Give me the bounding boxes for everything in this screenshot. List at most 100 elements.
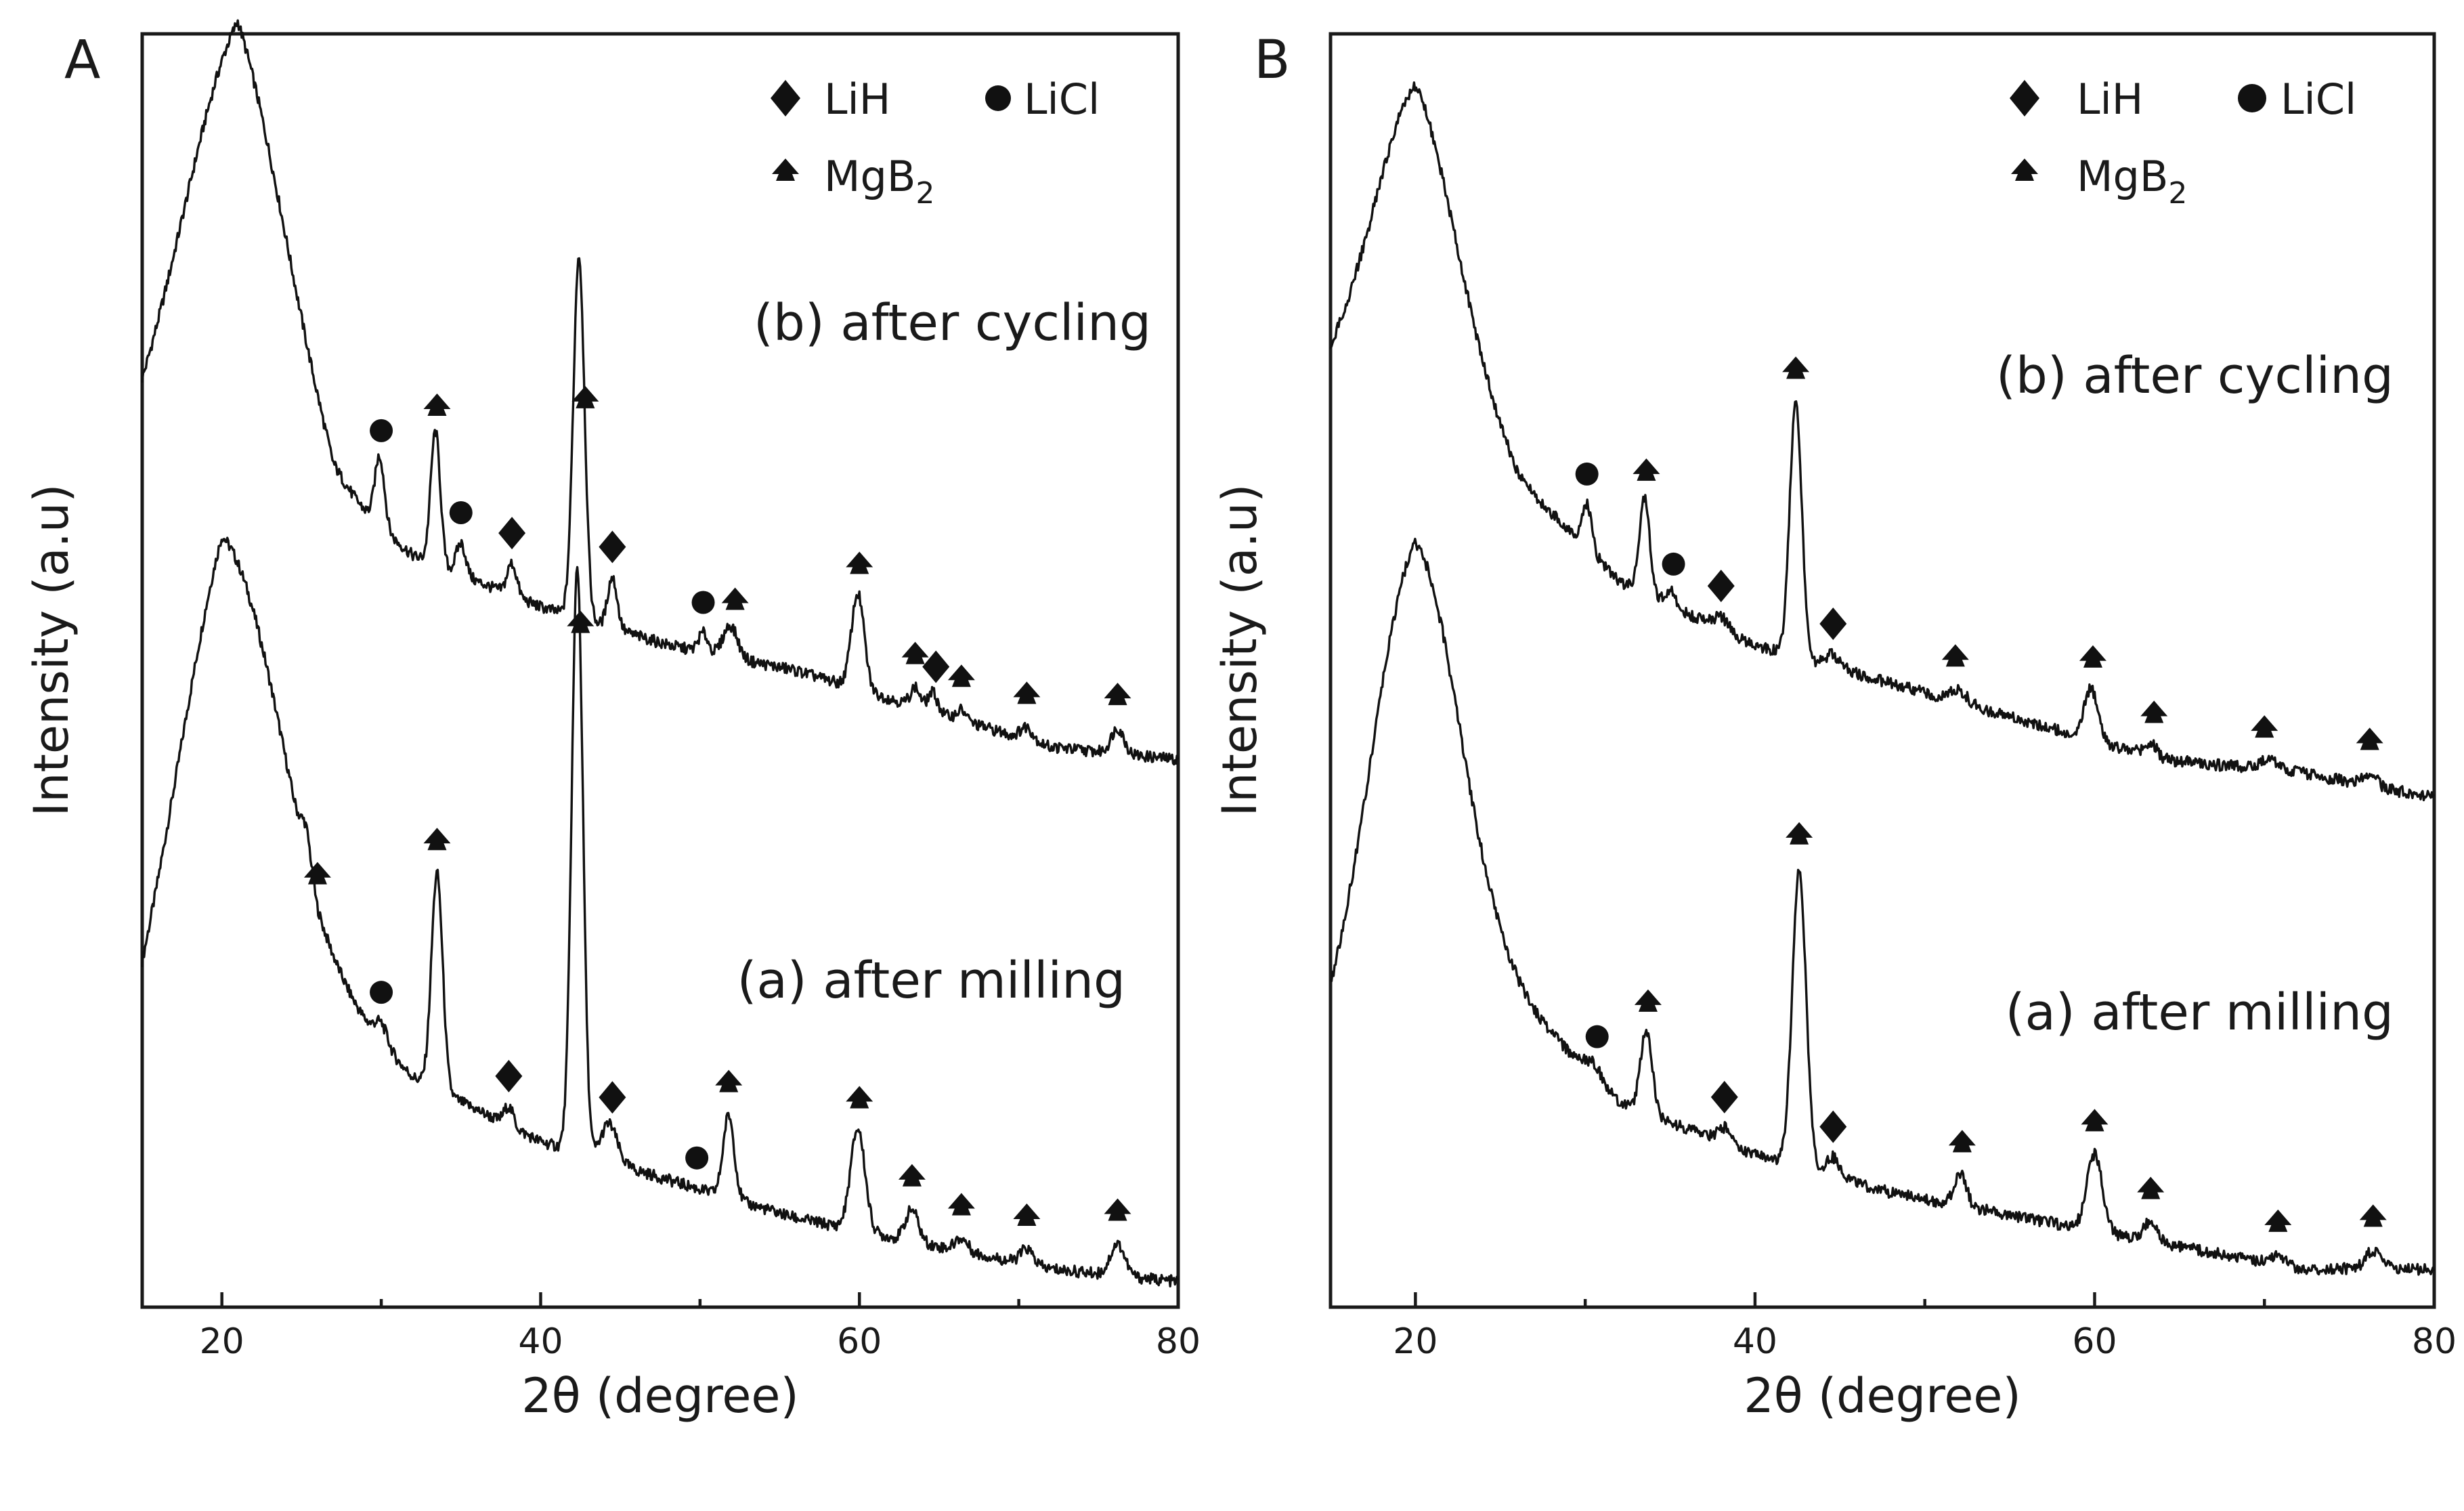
spade-icon <box>303 861 331 885</box>
spade-icon <box>715 1069 743 1092</box>
spade-icon <box>2356 727 2383 750</box>
spade-icon <box>571 385 599 408</box>
circle-icon <box>370 419 393 442</box>
legend-circle-icon <box>985 85 1011 111</box>
spade-icon <box>721 587 749 610</box>
plot-frame <box>140 32 1180 1309</box>
diamond-icon <box>922 650 950 683</box>
legend-spade-icon <box>772 158 799 181</box>
x-ticks: 20 40 60 80 <box>1393 1292 2457 1362</box>
x-tick-label: 80 <box>1156 1321 1201 1362</box>
spade-icon <box>2251 715 2278 738</box>
legend: LiH LiCl MgB2 <box>771 75 1100 211</box>
x-tick-label: 40 <box>1733 1321 1777 1362</box>
x-tick-label: 40 <box>518 1321 563 1362</box>
spade-icon <box>2359 1204 2387 1227</box>
y-axis-title: Intensity (a.u) <box>24 484 79 816</box>
spade-icon <box>1104 683 1131 706</box>
diamond-icon <box>1819 608 1847 641</box>
legend-label-mgb2-sub: 2 <box>915 176 934 211</box>
x-tick-label: 60 <box>2072 1321 2117 1362</box>
spade-icon <box>423 828 451 851</box>
diamond-icon <box>498 517 526 550</box>
x-ticks: 20 40 60 80 <box>200 1292 1201 1362</box>
circle-icon <box>1585 1025 1609 1048</box>
diamond-icon <box>599 530 626 563</box>
panel-letter: A <box>64 30 100 91</box>
series-traces <box>141 19 1180 1287</box>
legend-label-lih: LiH <box>824 75 890 124</box>
curve-label-after-cycling: (b) after cycling <box>754 294 1151 352</box>
circle-icon <box>1575 462 1599 486</box>
series-line-after-milling <box>141 536 1180 1287</box>
spade-icon <box>901 641 929 664</box>
peak-markers <box>303 385 1131 1226</box>
legend-spade-icon <box>2011 158 2038 181</box>
spade-icon <box>423 393 451 417</box>
panel-a: A 20 40 60 80 2θ (degree) Intensity (a.u) L… <box>24 19 1201 1424</box>
series-line-after-cycling <box>141 19 1180 766</box>
plot-frame <box>1328 32 2436 1309</box>
spade-icon <box>846 1086 873 1109</box>
x-axis-title: 2θ (degree) <box>1744 1368 2021 1424</box>
legend-label-mgb2: MgB2 <box>824 152 934 211</box>
legend: LiH LiCl MgB2 <box>2010 75 2356 211</box>
diamond-icon <box>1710 1080 1738 1113</box>
legend-label-mgb2-sub: 2 <box>2168 176 2187 211</box>
spade-icon <box>1013 681 1041 704</box>
spade-icon <box>2081 1109 2109 1132</box>
legend-diamond-icon <box>771 80 800 116</box>
spade-icon <box>1941 644 1969 667</box>
curve-label-after-cycling: (b) after cycling <box>1996 347 2394 405</box>
spade-icon <box>947 1193 975 1216</box>
spade-icon <box>1013 1203 1041 1226</box>
circle-icon <box>449 501 473 524</box>
diamond-icon <box>1707 570 1735 603</box>
panel-b: B 20 40 60 80 2θ (degree) Intensity (a.u) L… <box>1212 30 2457 1424</box>
series-line-after-cycling <box>1329 81 2436 802</box>
circle-icon <box>685 1146 709 1170</box>
spade-icon <box>1104 1198 1131 1221</box>
x-tick-label: 60 <box>837 1321 882 1362</box>
x-tick-label: 20 <box>200 1321 244 1362</box>
spade-icon <box>1786 822 1813 845</box>
peak-markers <box>1575 356 2387 1232</box>
spade-icon <box>1782 356 1810 379</box>
diamond-icon <box>1819 1110 1847 1143</box>
x-tick-label: 80 <box>2412 1321 2457 1362</box>
legend-diamond-icon <box>2010 80 2039 116</box>
diamond-icon <box>495 1059 523 1092</box>
curve-label-after-milling: (a) after milling <box>2006 983 2394 1042</box>
spade-icon <box>2264 1209 2292 1232</box>
diamond-icon <box>599 1081 626 1114</box>
circle-icon <box>691 591 715 614</box>
spade-icon <box>1633 458 1660 481</box>
legend-label-licl: LiCl <box>2281 75 2356 124</box>
panel-letter: B <box>1254 30 1291 91</box>
x-tick-label: 20 <box>1393 1321 1438 1362</box>
legend-label-mgb2-main: MgB <box>824 152 915 201</box>
legend-label-licl: LiCl <box>1024 75 1100 124</box>
circle-icon <box>370 981 393 1004</box>
circle-icon <box>1662 552 1685 576</box>
curve-label-after-milling: (a) after milling <box>737 952 1125 1010</box>
spade-icon <box>947 664 975 687</box>
spade-icon <box>2079 645 2106 668</box>
spade-icon <box>567 610 595 633</box>
legend-label-mgb2-main: MgB <box>2077 152 2168 201</box>
x-axis-title: 2θ (degree) <box>521 1368 799 1424</box>
series-traces <box>1329 81 2436 1276</box>
spade-icon <box>2140 700 2168 723</box>
spade-icon <box>2137 1176 2165 1199</box>
legend-circle-icon <box>2238 84 2266 112</box>
y-axis-title: Intensity (a.u) <box>1212 484 1268 816</box>
spade-icon <box>846 551 873 574</box>
series-line-after-milling <box>1329 537 2436 1276</box>
legend-label-mgb2: MgB2 <box>2077 152 2187 211</box>
spade-icon <box>1948 1130 1976 1153</box>
spade-icon <box>898 1164 926 1187</box>
legend-label-lih: LiH <box>2077 75 2143 124</box>
spade-icon <box>1634 989 1662 1012</box>
